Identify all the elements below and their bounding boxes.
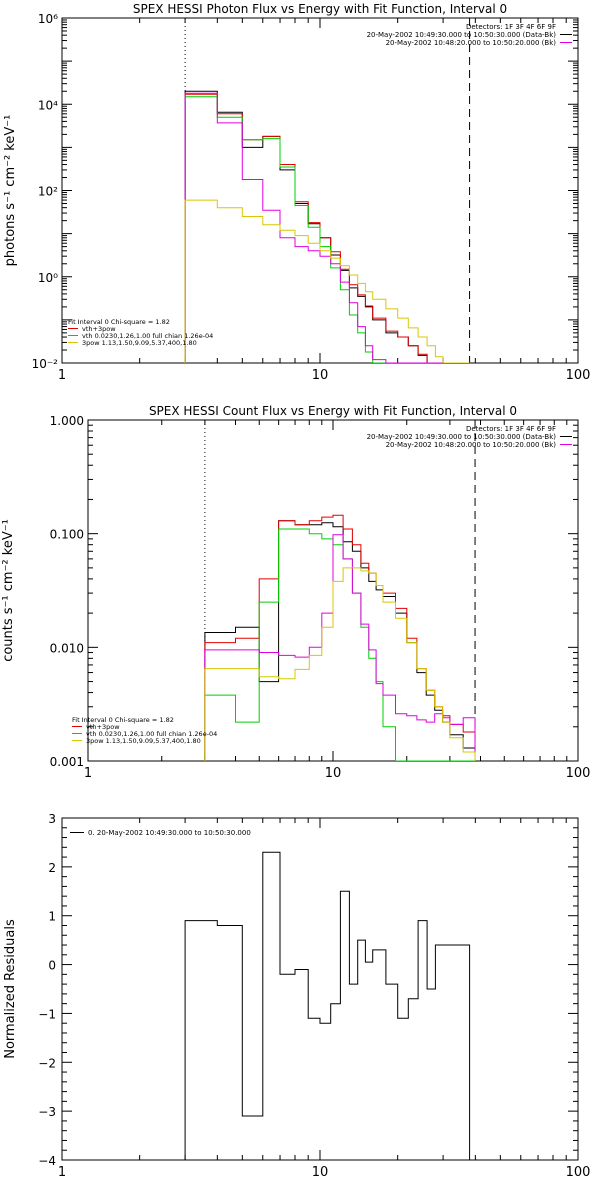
panel-2-series-2: [204, 514, 476, 761]
panel-3-ytick-label: −1: [38, 1007, 56, 1021]
panel-2-series-5: [204, 567, 476, 761]
panel-2-series-3: [204, 528, 475, 761]
panel-1-series-2: [184, 93, 470, 363]
panel-2-series-1: [204, 520, 476, 761]
panel-1-xtick-label: 1: [58, 368, 66, 383]
panel-3-ytick-label: −4: [38, 1154, 56, 1168]
panel-2-legend-bl-text: vth 0.0230,1.26,1.00 full chian 1.26e-04: [86, 730, 217, 738]
panel-2-legend-bl-text: Fit Interval 0 Chi-square = 1.82: [72, 716, 174, 724]
panel-1-legend-bl-text: vth 0.0230,1.26,1.00 full chian 1.26e-04: [82, 332, 213, 340]
panel-2-ytick-label: 0.010: [50, 641, 84, 655]
panel-1-series-3: [184, 96, 470, 363]
panel-3-ytick-label: 3: [48, 812, 56, 826]
panel-2-legend-tr-text: 20-May-2002 10:49:30.000 to 10:50:30.000…: [367, 433, 557, 441]
panel-3-series-1: [184, 851, 471, 1160]
panel-1-series-4: [184, 92, 470, 363]
panel-2-series-group: [204, 514, 476, 761]
panel-2-series-4: [204, 534, 476, 761]
panel-1-series-5: [184, 199, 470, 363]
panel-2-ytick-label: 0.001: [50, 755, 84, 769]
panel-1-series-1: [184, 90, 470, 363]
panel-3-ytick-label: 0: [48, 959, 56, 973]
panel-2-legend-tr-text: Detectors: 1F 3F 4F 6F 9F: [466, 425, 556, 433]
panel-2-legend-tr-text: 20-May-2002 10:48:20.000 to 10:50:20.000…: [386, 441, 557, 449]
panel-2-xtick-label: 100: [566, 766, 591, 781]
panel-3-xtick-label: 10: [312, 1165, 329, 1180]
panel-3-series-group: [184, 851, 471, 1160]
panel-1-legend-bl-text: vth+3pow: [82, 325, 116, 333]
panel-1-legend-bl-text: 3pow 1.13,1.50,9.09,5.37,400,1.80: [82, 339, 197, 347]
panel-3-ylabel: Normalized Residuals: [3, 919, 18, 1059]
panel-1-ylabel: photons s⁻¹ cm⁻² keV⁻¹: [3, 115, 18, 267]
panel-2-ytick-label: 1.000: [50, 414, 84, 428]
panel-1-ytick-label: 10⁰: [38, 271, 58, 285]
panel-3-ytick-label: −3: [38, 1105, 56, 1119]
panel-3-ytick-label: 2: [48, 861, 56, 875]
panel-1-legend-tr-text: 20-May-2002 10:49:30.000 to 10:50:30.000…: [367, 31, 557, 39]
panel-1-series-group: [184, 90, 470, 363]
panel-1-ytick-label: 10⁴: [38, 98, 58, 112]
panel-2-title: SPEX HESSI Count Flux vs Energy with Fit…: [149, 404, 517, 418]
panel-1-legend-bl-text: Fit Interval 0 Chi-square = 1.82: [68, 318, 170, 326]
panel-3-legend-tl-text: 0. 20-May-2002 10:49:30.000 to 10:50:30.…: [88, 829, 251, 837]
panel-1-ytick-label: 10⁻²: [32, 357, 59, 371]
panel-2-legend-bl-text: vth+3pow: [86, 723, 120, 731]
panel-2-xtick-label: 10: [325, 766, 342, 781]
panel-1-title: SPEX HESSI Photon Flux vs Energy with Fi…: [133, 2, 507, 16]
panel-3-ytick-label: 1: [48, 910, 56, 924]
panel-1-xtick-label: 10: [312, 368, 329, 383]
panel-1-frame: [61, 17, 579, 364]
panel-3-frame: [61, 817, 579, 1161]
panel-3-xtick-label: 100: [566, 1165, 591, 1180]
panel-1-ytick-label: 10²: [38, 185, 58, 199]
panel-1-legend-tr-text: Detectors: 1F 3F 4F 6F 9F: [466, 23, 556, 31]
panel-2-ylabel: counts s⁻¹ cm⁻² keV⁻¹: [1, 519, 16, 662]
panel-1-xtick-label: 100: [566, 368, 591, 383]
panel-2-legend-bl-text: 3pow 1.13,1.50,9.09,5.37,400,1.80: [86, 737, 201, 745]
panel-1-ytick-label: 10⁶: [38, 12, 58, 26]
panel-3-xtick-label: 1: [58, 1165, 66, 1180]
panel-2-xtick-label: 1: [84, 766, 92, 781]
panel-1-legend-tr-text: 20-May-2002 10:48:20.000 to 10:50:20.000…: [386, 39, 557, 47]
panel-3-ytick-label: −2: [38, 1056, 56, 1070]
panel-2-ytick-label: 0.100: [50, 528, 84, 542]
